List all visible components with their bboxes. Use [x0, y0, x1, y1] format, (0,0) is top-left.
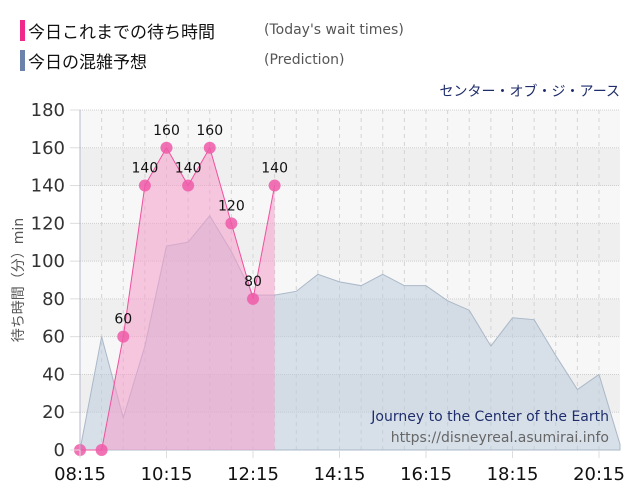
y-tick-label: 20 [42, 402, 65, 423]
today-marker [268, 179, 281, 192]
y-tick-label: 180 [31, 100, 65, 121]
legend-label-en: (Today's wait times) [264, 22, 404, 38]
today-marker [247, 292, 259, 305]
x-tick-label: 10:15 [141, 464, 193, 485]
today-marker [117, 330, 130, 343]
today-marker [182, 179, 195, 192]
attraction-title: センター・オブ・ジ・アース [439, 84, 620, 100]
today-marker [203, 141, 216, 154]
legend-swatch-prediction [20, 49, 25, 71]
y-tick-label: 140 [31, 176, 65, 197]
y-tick-label: 100 [31, 251, 65, 272]
legend-swatch-today [20, 19, 25, 41]
x-tick-label: 16:15 [400, 464, 452, 485]
y-axis-title: 待ち時間（分）min [11, 218, 27, 342]
y-tick-label: 120 [31, 213, 65, 234]
legend-label-jp: 今日の混雑予想 [28, 52, 147, 73]
y-tick-label: 160 [31, 138, 65, 159]
data-label: 160 [196, 123, 223, 139]
today-line [80, 146, 276, 451]
data-label: 140 [261, 161, 288, 177]
y-tick-label: 80 [42, 289, 65, 310]
watermark-title: Journey to the Center of the Earth [370, 409, 609, 425]
axes: 0 20 40 60 80 100 120 140 160 180 08:15 10:15 12:15 1… [11, 100, 625, 485]
x-tick-label: 08:15 [54, 464, 106, 485]
today-marker [138, 179, 151, 192]
today-series: 60 140 160 140 160 120 80 140 [74, 123, 288, 456]
legend-label-en: (Prediction) [264, 52, 345, 68]
today-marker [95, 444, 108, 456]
legend-label-jp: 今日これまでの待ち時間 [28, 22, 215, 43]
plot-band [80, 110, 620, 148]
data-label: 120 [218, 198, 245, 214]
today-marker [160, 141, 173, 154]
x-tick-label: 12:15 [227, 464, 279, 485]
watermark-url: https://disneyreal.asumirai.info [391, 430, 609, 446]
y-tick-label: 0 [54, 440, 65, 461]
data-label: 160 [153, 123, 180, 139]
x-tick-label: 20:15 [573, 464, 625, 485]
today-marker [225, 217, 238, 230]
legend-item-prediction: 今日の混雑予想 (Prediction) [20, 49, 345, 73]
y-tick-label: 60 [42, 327, 65, 348]
data-label: 60 [114, 312, 132, 328]
data-label: 80 [244, 274, 262, 290]
x-tick-label: 18:15 [487, 464, 539, 485]
legend-item-today: 今日これまでの待ち時間 (Today's wait times) [20, 19, 404, 43]
data-label: 140 [175, 161, 202, 177]
x-tick-label: 14:15 [314, 464, 366, 485]
y-tick-label: 40 [42, 364, 65, 385]
data-label: 140 [132, 161, 159, 177]
